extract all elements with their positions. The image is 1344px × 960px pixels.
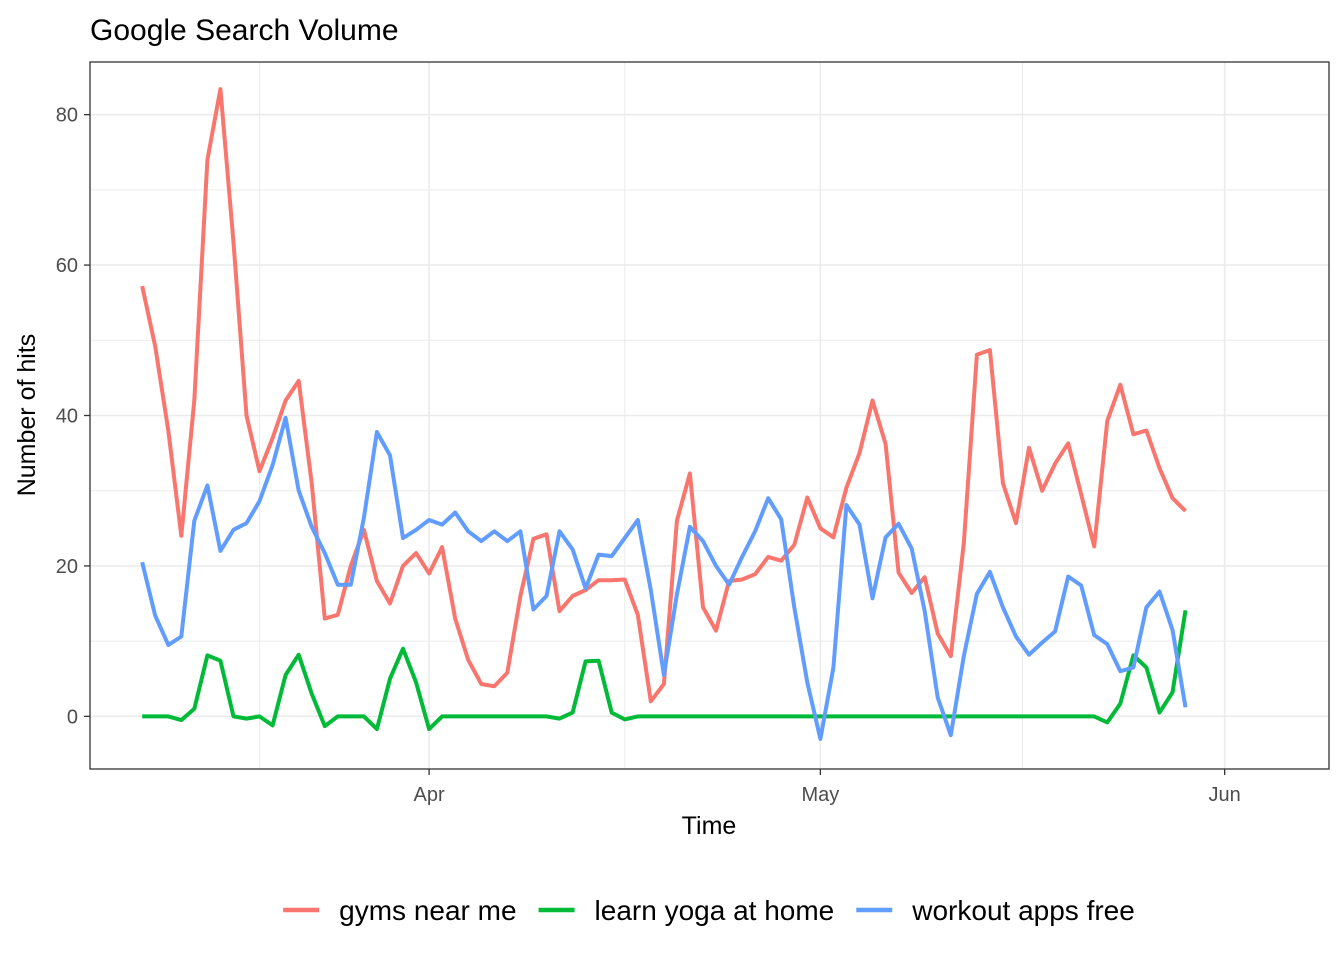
legend-label-1: gyms near me [339, 895, 516, 926]
legend-label-2: learn yoga at home [595, 895, 835, 926]
y-axis-title: Number of hits [13, 334, 41, 497]
x-tick-label: Jun [1209, 784, 1241, 806]
series-lines [140, 87, 1188, 741]
y-tick-label: 20 [56, 556, 78, 578]
y-tick-label: 60 [56, 255, 78, 277]
series-line-1 [140, 87, 1187, 704]
y-tick-label: 80 [56, 105, 78, 127]
axes: 0 20 40 60 80 Apr May Jun [56, 105, 1241, 806]
grid-lines [90, 62, 1329, 769]
x-tick-label: Apr [414, 784, 445, 806]
y-tick-label: 0 [67, 706, 78, 728]
x-axis-title: Time [682, 812, 737, 840]
chart-title: Google Search Volume [90, 14, 399, 47]
series-line-3 [140, 415, 1188, 741]
series-line-2 [142, 609, 1188, 732]
y-tick-label: 40 [56, 406, 78, 428]
x-tick-label: May [801, 784, 839, 806]
legend-label-3: workout apps free [911, 895, 1135, 926]
legend: gyms near me learn yoga at home workout ap… [283, 895, 1135, 926]
